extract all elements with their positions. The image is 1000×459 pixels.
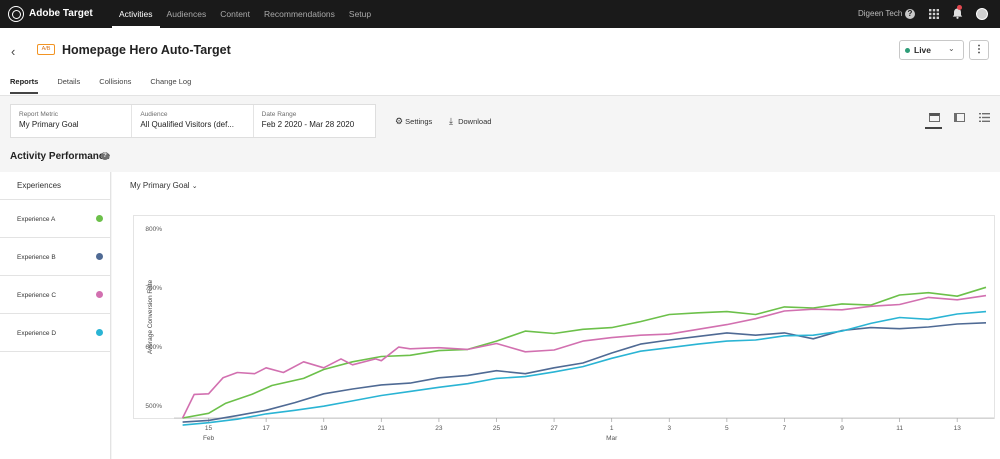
activity-type-badge: A/B [37, 44, 55, 55]
y-tick-label: 600% [145, 344, 162, 351]
experiences-header: Experiences [0, 172, 110, 200]
nav-content[interactable]: Content [220, 9, 251, 19]
download-label: Download [458, 117, 492, 126]
report-metric-value: My Primary Goal [19, 120, 79, 129]
top-bar: Adobe Target Activities Audiences Conten… [0, 0, 1000, 28]
report-filters: Report Metric My Primary Goal Audience A… [10, 104, 376, 138]
x-tick-label: 13 [954, 425, 962, 432]
date-range-value: Feb 2 2020 - Mar 28 2020 [261, 120, 355, 129]
x-tick-label: 21 [378, 425, 386, 432]
gear-icon: ⚙ [395, 116, 404, 126]
page-title: Homepage Hero Auto-Target [62, 43, 231, 57]
nav-recommendations[interactable]: Recommendations [264, 9, 335, 19]
nav-audiences[interactable]: Audiences [166, 9, 207, 19]
date-range-selector[interactable]: Date Range Feb 2 2020 - Mar 28 2020 [254, 105, 375, 137]
y-tick-label: 800% [145, 226, 162, 233]
experiences-panel: Experiences Experience A Experience B Ex… [0, 172, 111, 459]
bell-icon[interactable] [952, 8, 963, 19]
legend-dot-icon [96, 215, 103, 222]
tab-reports[interactable]: Reports [10, 74, 39, 94]
chart-frame [133, 215, 995, 419]
notification-badge-icon [957, 5, 962, 10]
nav-setup[interactable]: Setup [348, 9, 372, 19]
experience-name: Experience A [17, 216, 56, 223]
x-tick-label: 25 [493, 425, 501, 432]
download-icon: ⤓ [449, 116, 453, 126]
graph-view-icon[interactable] [929, 113, 940, 122]
experience-item[interactable]: Experience B [0, 238, 110, 276]
series-line-experience-a[interactable] [182, 286, 987, 419]
date-range-label: Date Range [261, 111, 297, 118]
report-metric-label: Report Metric [19, 111, 59, 118]
legend-dot-icon [96, 329, 103, 336]
live-status-dot-icon [905, 48, 910, 53]
y-tick-label: 500% [145, 403, 162, 410]
x-tick-label: 27 [550, 425, 558, 432]
tab-details[interactable]: Details [57, 77, 81, 86]
x-tick-label: 3 [667, 425, 671, 432]
tab-collisions[interactable]: Collisions [99, 77, 132, 86]
series-line-experience-c[interactable] [181, 294, 987, 419]
activity-header: ‹ A/B Homepage Hero Auto-Target Live ⌄ ⋮… [0, 28, 1000, 96]
status-dropdown[interactable]: Live ⌄ [899, 40, 964, 60]
experience-item[interactable]: Experience A [0, 200, 110, 238]
y-axis-label: Average Conversion Rate [147, 279, 154, 354]
brand-name[interactable]: Adobe Target [29, 8, 93, 19]
legend-dot-icon [96, 253, 103, 260]
x-month-label: Mar [606, 435, 618, 442]
apps-grid-icon[interactable] [929, 9, 939, 19]
experience-name: Experience C [17, 292, 57, 299]
table-view-icon[interactable] [979, 113, 990, 122]
experience-item[interactable]: Experience C [0, 276, 110, 314]
avatar[interactable] [976, 8, 988, 20]
active-view-indicator [925, 127, 942, 129]
audience-label: Audience [140, 111, 168, 118]
x-tick-label: 7 [783, 425, 787, 432]
audience-value: All Qualified Visitors (def... [140, 120, 234, 129]
audience-selector[interactable]: Audience All Qualified Visitors (def... [132, 105, 254, 137]
x-tick-label: 11 [896, 425, 903, 432]
series-line-experience-d[interactable] [182, 310, 987, 426]
x-month-label: Feb [203, 435, 215, 442]
split-view-icon[interactable] [954, 113, 965, 122]
x-tick-label: 19 [320, 425, 328, 432]
x-tick-label: 1 [610, 425, 614, 432]
chevron-down-icon: ⌄ [191, 183, 198, 190]
chevron-down-icon: ⌄ [948, 44, 955, 53]
nav-activities[interactable]: Activities [112, 0, 160, 28]
series-line-experience-b[interactable] [182, 322, 987, 423]
chart-area: My Primary Goal ⌄ Average Conversion Rat… [112, 172, 1000, 459]
x-tick-label: 23 [435, 425, 443, 432]
settings-button[interactable]: ⚙ Settings [395, 116, 432, 127]
help-icon[interactable]: ? [101, 152, 109, 160]
settings-label: Settings [405, 117, 433, 126]
download-button[interactable]: ⤓ Download [449, 116, 491, 127]
x-tick-label: 9 [840, 425, 844, 432]
metric-dropdown[interactable]: My Primary Goal ⌄ [130, 181, 198, 190]
more-options-button[interactable]: ⋮ [969, 40, 989, 60]
report-metric-selector[interactable]: Report Metric My Primary Goal [11, 105, 133, 137]
y-tick-label: 700% [145, 285, 162, 292]
section-title: Activity Performance [10, 151, 111, 162]
experience-item[interactable]: Experience D [0, 314, 110, 352]
back-arrow-icon[interactable]: ‹ [11, 44, 16, 59]
x-tick-label: 17 [263, 425, 271, 432]
adobe-target-logo-icon[interactable] [8, 6, 24, 22]
legend-dot-icon [96, 291, 103, 298]
line-chart: Average Conversion Rate 500% 600% 700% 800% 1… [145, 226, 994, 442]
x-tick-label: 5 [725, 425, 729, 432]
experience-name: Experience D [17, 330, 57, 337]
metric-dropdown-label: My Primary Goal [130, 181, 190, 190]
experience-name: Experience B [17, 254, 56, 261]
x-tick-label: 15 [205, 425, 213, 432]
status-label: Live [914, 45, 932, 55]
tab-change-log[interactable]: Change Log [150, 77, 192, 86]
top-nav: Activities Audiences Content Recommendat… [112, 0, 378, 28]
help-icon[interactable]: ? [905, 9, 915, 19]
org-name[interactable]: Digeen Tech [858, 9, 903, 18]
activity-tabs: Reports Details Collisions Change Log [0, 74, 200, 94]
